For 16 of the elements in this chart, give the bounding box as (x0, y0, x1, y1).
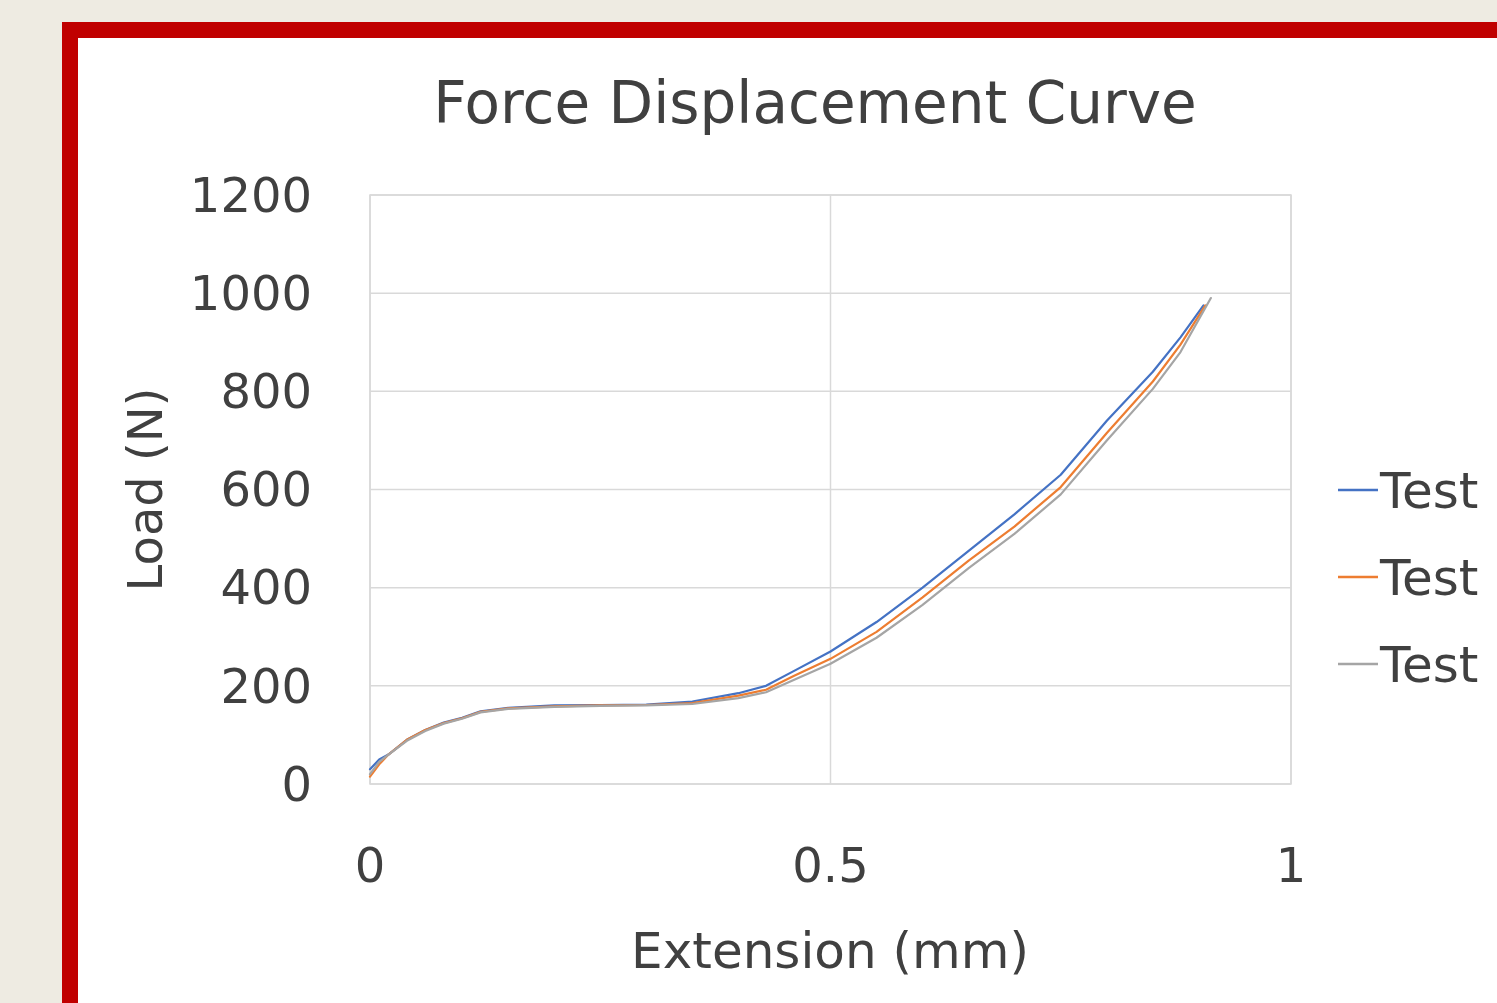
y-tick-label: 400 (220, 559, 312, 616)
y-tick-label: 600 (220, 461, 312, 518)
y-tick-label: 0 (281, 755, 312, 812)
x-tick-label: 0.5 (792, 837, 869, 893)
legend-label: Test (1379, 461, 1479, 520)
chart-title: Force Displacement Curve (433, 69, 1197, 137)
y-axis-title: Load (N) (117, 387, 173, 592)
y-tick-label: 1200 (189, 166, 312, 223)
legend-label: Test (1379, 635, 1479, 694)
y-tick-label: 200 (220, 657, 312, 714)
y-tick-label: 800 (220, 363, 312, 420)
x-tick-label: 1 (1275, 837, 1307, 893)
legend-label: Test (1379, 548, 1479, 607)
x-axis-title: Extension (mm) (631, 922, 1029, 980)
y-tick-label: 1000 (189, 264, 312, 321)
x-tick-label: 0 (354, 837, 386, 893)
